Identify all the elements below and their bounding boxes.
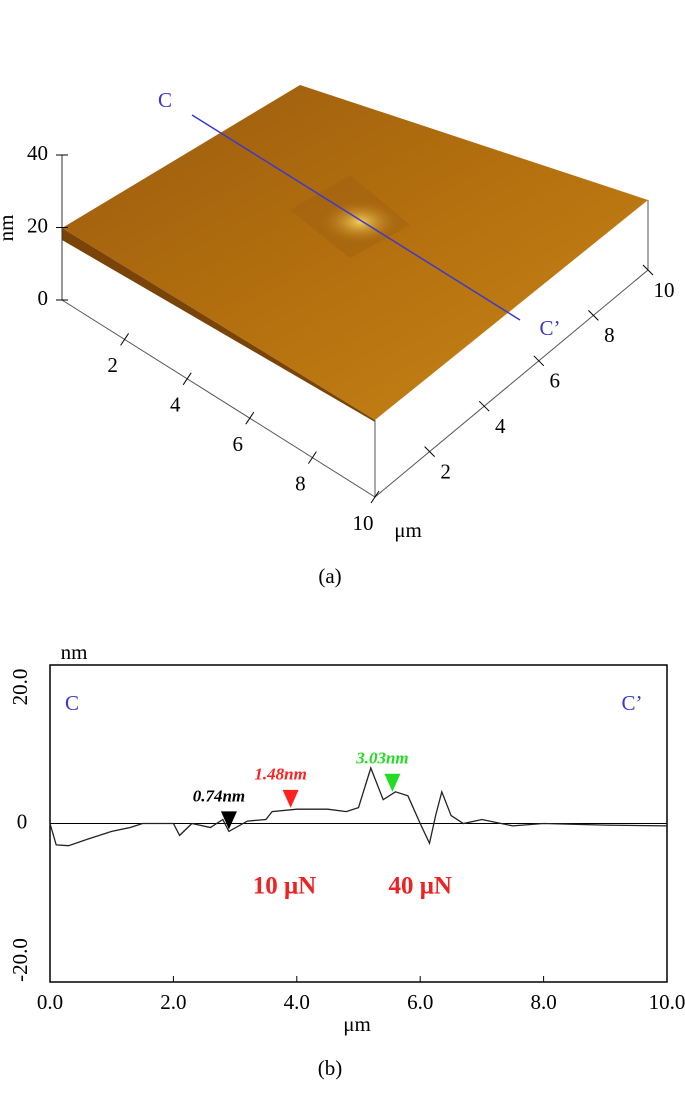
- y-tick-label: 0: [17, 809, 28, 833]
- x-tick-label: 6.0: [407, 990, 433, 1014]
- x-tick-label: 4.0: [284, 990, 310, 1014]
- x-axis-label: μm: [394, 518, 422, 542]
- y-tick: [588, 310, 599, 321]
- z-tick-label: 0: [38, 286, 49, 310]
- y-tick-label: 10: [654, 278, 675, 302]
- section-start: C: [158, 88, 172, 112]
- load-label: 40 μN: [388, 873, 451, 900]
- marker: [282, 789, 299, 808]
- caption: (b): [318, 1056, 343, 1080]
- x-tick-label: 0.0: [37, 990, 63, 1014]
- x-tick-label: 2.0: [160, 990, 186, 1014]
- marker-label: 1.48nm: [254, 765, 306, 784]
- y-tick-label: 6: [550, 369, 561, 393]
- end-label: C’: [622, 691, 643, 715]
- caption: (a): [318, 564, 341, 588]
- marker: [220, 811, 237, 830]
- surface-edge: [62, 228, 375, 422]
- y-tick-label: 8: [604, 323, 615, 347]
- x-tick-label: 4: [170, 393, 181, 417]
- y-tick-label: 20.0: [8, 669, 32, 706]
- z-tick-label: 20: [27, 213, 48, 237]
- x-tick: [307, 451, 317, 464]
- y-axis-label: nm: [61, 640, 88, 664]
- y-tick: [424, 446, 435, 457]
- z-axis-label: nm: [0, 215, 18, 242]
- x-tick-label: 8.0: [530, 990, 556, 1014]
- y-tick: [533, 355, 545, 367]
- x-tick: [245, 411, 255, 425]
- y-tick: [642, 264, 654, 276]
- x-tick: [182, 372, 192, 386]
- profile-panel: -20.0 0 20.0 0.0 2.0 4.0 6.0 8.0 10.0 nm μm(b) C C’ 0…: [8, 640, 685, 1080]
- x-tick-label: 2: [107, 353, 118, 377]
- marker: [384, 773, 401, 792]
- profile-line: [49, 766, 668, 847]
- x-tick-label: 6: [233, 432, 244, 456]
- z-tick-label: 40: [27, 141, 48, 165]
- x-tick-label: 8: [295, 471, 306, 495]
- surface-panel: 2 4 6 8 10 2 4 6 8 10 0 20 40 nm μm (a) C C’: [0, 85, 675, 588]
- y-tick: [478, 400, 490, 412]
- x-axis-label: μm: [343, 1012, 371, 1036]
- start-label: C: [65, 691, 79, 715]
- y-tick-label: 4: [495, 414, 506, 438]
- marker-label: 0.74nm: [193, 786, 245, 805]
- y-tick-label: -20.0: [8, 938, 32, 982]
- load-label: 10 μN: [253, 873, 316, 900]
- section-end: C’: [540, 316, 561, 340]
- x-tick: [370, 490, 380, 504]
- y-tick-label: 2: [440, 459, 451, 483]
- section-line: [191, 114, 521, 321]
- x-tick: [120, 333, 130, 346]
- x-tick-label: 10: [353, 511, 374, 535]
- marker-label: 3.03nm: [355, 749, 408, 768]
- x-tick-label: 10.0: [649, 990, 685, 1014]
